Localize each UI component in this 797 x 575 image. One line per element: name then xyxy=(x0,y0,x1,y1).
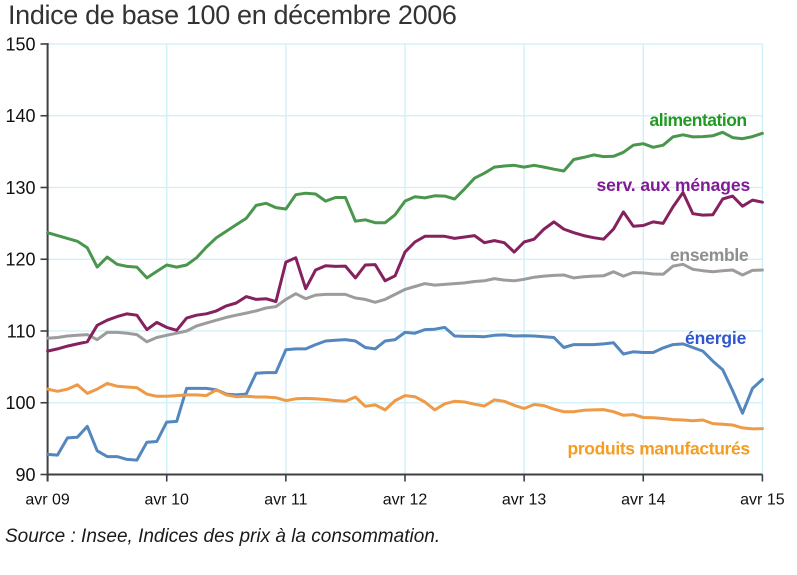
svg-text:120: 120 xyxy=(5,250,35,270)
svg-text:serv. aux ménages: serv. aux ménages xyxy=(597,175,751,195)
svg-text:produits manufacturés: produits manufacturés xyxy=(568,439,751,459)
svg-text:avr 12: avr 12 xyxy=(383,492,428,509)
svg-text:avr 09: avr 09 xyxy=(25,492,70,509)
svg-text:140: 140 xyxy=(5,106,35,126)
svg-text:130: 130 xyxy=(5,178,35,198)
svg-text:150: 150 xyxy=(5,34,35,54)
svg-text:100: 100 xyxy=(5,393,35,413)
svg-text:110: 110 xyxy=(7,321,36,341)
svg-text:90: 90 xyxy=(15,465,35,485)
svg-text:avr 15: avr 15 xyxy=(740,492,785,509)
svg-text:alimentation: alimentation xyxy=(650,110,747,130)
svg-text:avr 11: avr 11 xyxy=(264,492,307,509)
svg-text:avr 14: avr 14 xyxy=(621,492,666,509)
svg-text:ensemble: ensemble xyxy=(670,245,749,265)
svg-text:avr 10: avr 10 xyxy=(144,492,189,509)
svg-text:énergie: énergie xyxy=(685,328,747,348)
svg-text:avr 13: avr 13 xyxy=(502,492,547,509)
